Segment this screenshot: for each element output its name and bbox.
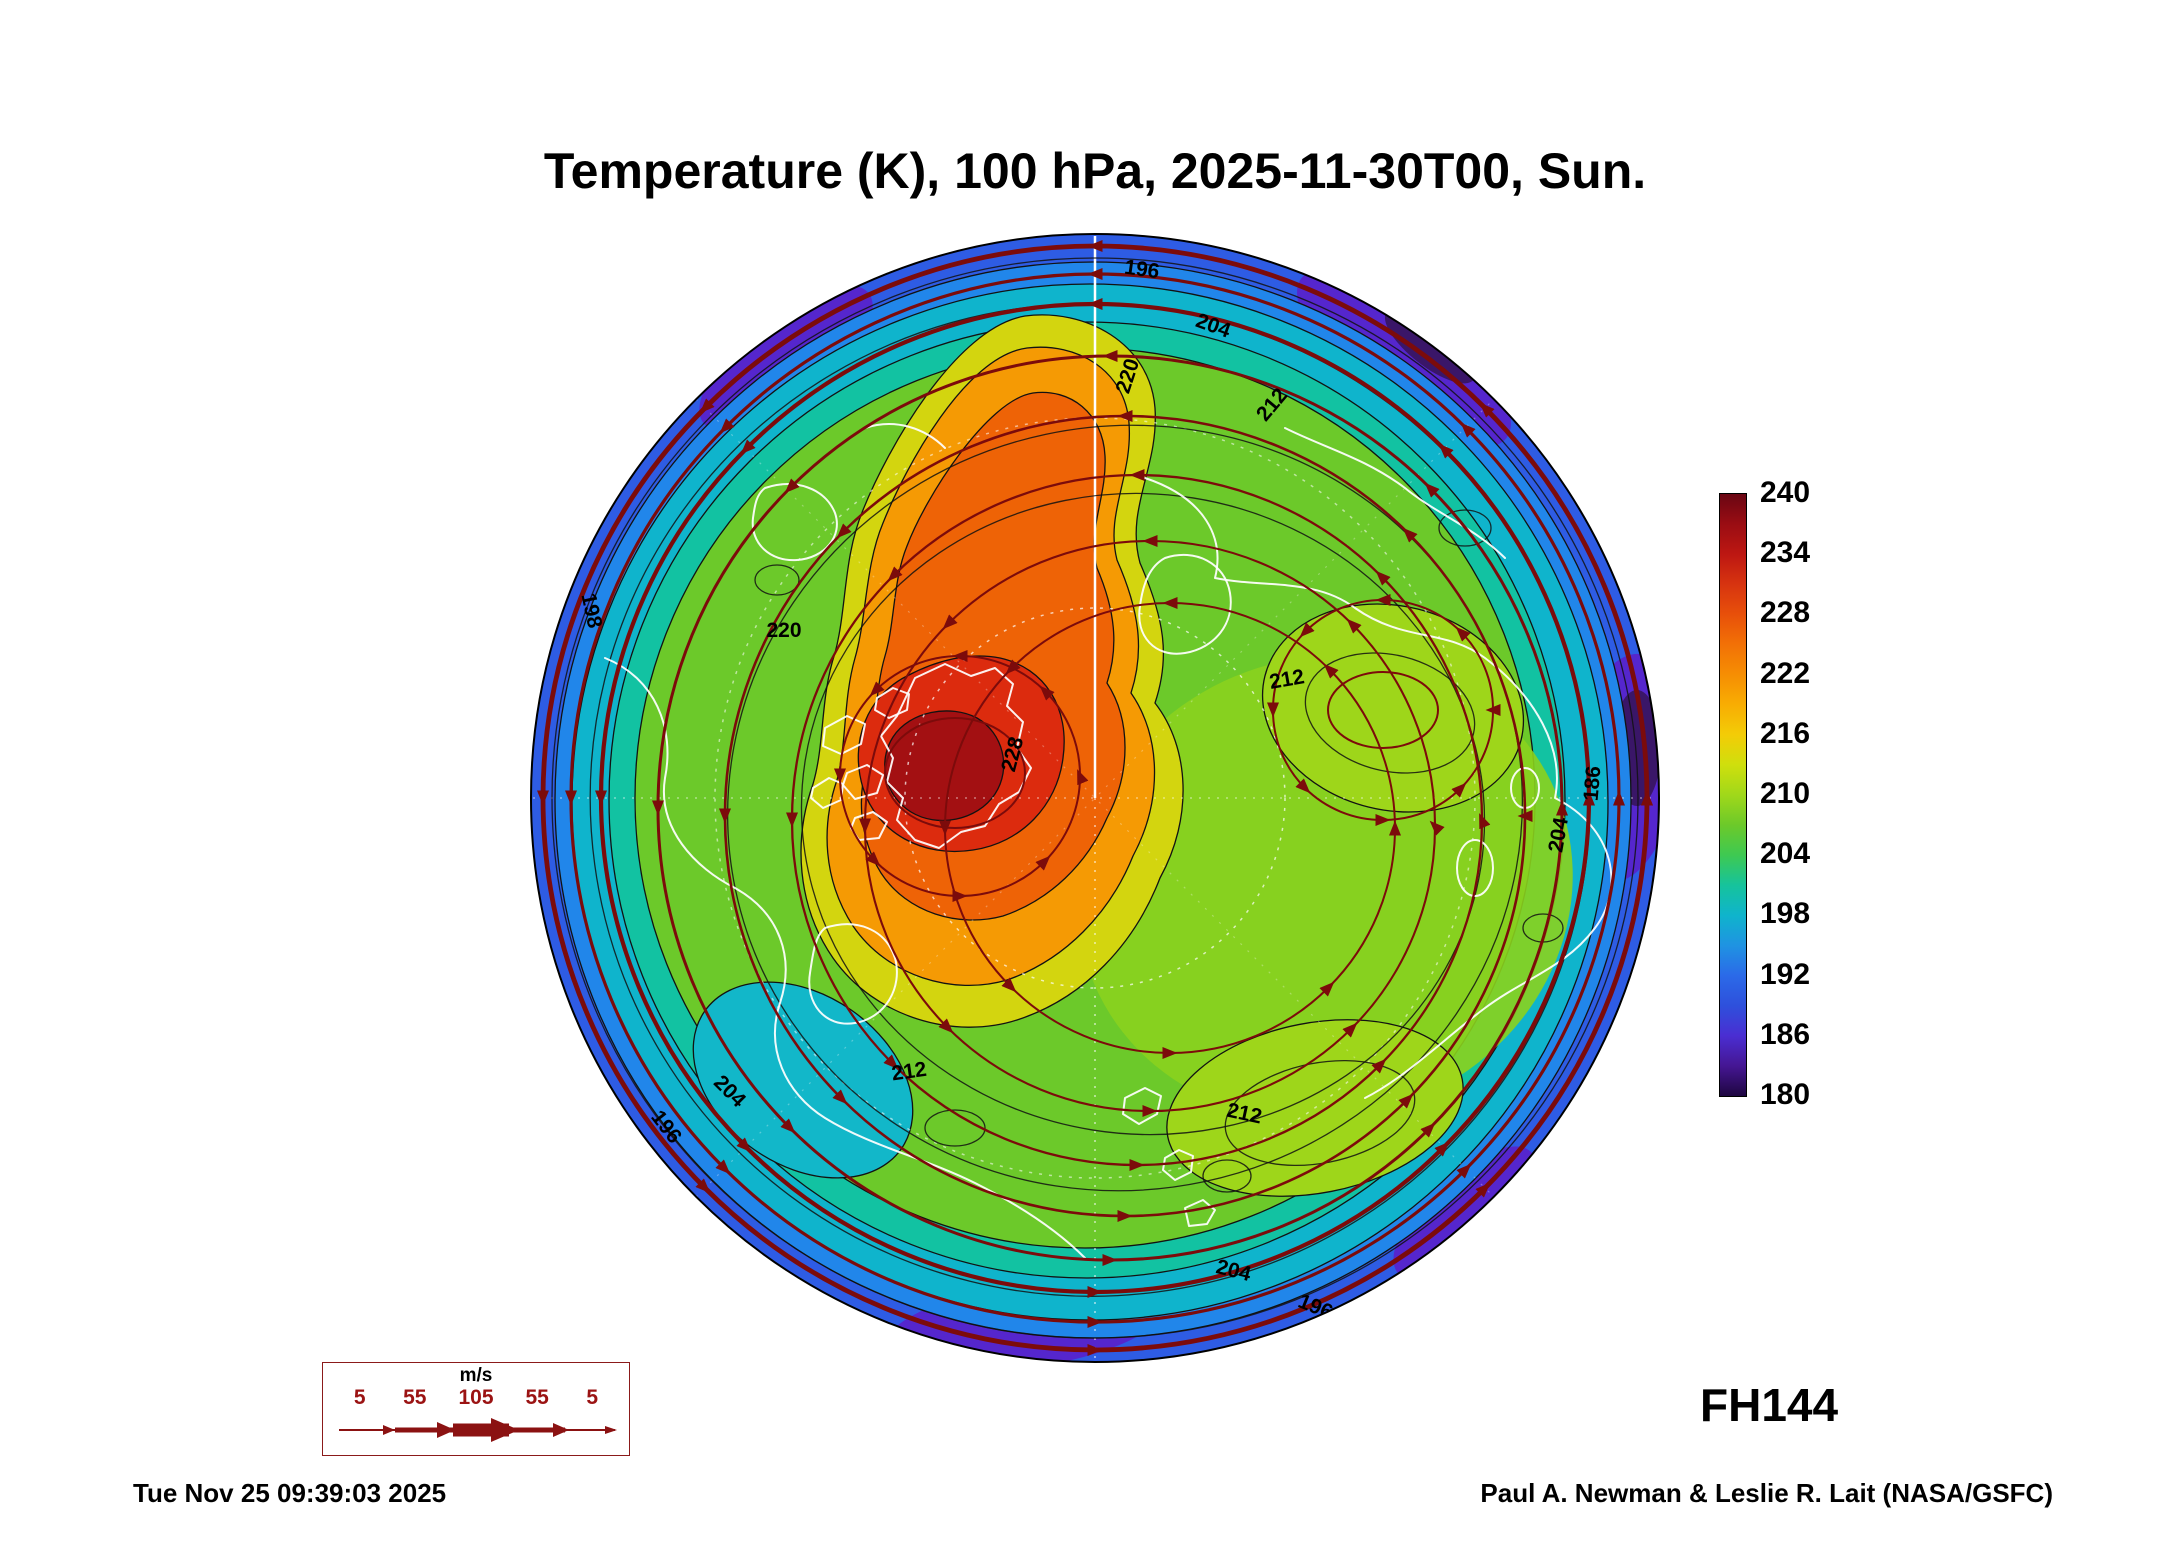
generation-timestamp: Tue Nov 25 09:39:03 2025 [133, 1478, 447, 1508]
wind-streamlines [543, 246, 1647, 1350]
colorbar-tick: 186 [1760, 1017, 1811, 1051]
colorbar-tick: 192 [1760, 957, 1811, 991]
wind-speed-tick: 5 [353, 1386, 366, 1409]
contour-label: 220 [766, 619, 801, 642]
colorbar-tick: 204 [1760, 837, 1811, 871]
colorbar-tick: 210 [1760, 776, 1811, 810]
contour-label: 212 [890, 1058, 928, 1086]
wind-speed-tick: 55 [525, 1386, 549, 1409]
colorbar-tick: 240 [1760, 476, 1811, 509]
warm-core-234 [884, 710, 1005, 822]
forecast-hour-label: FH144 [1700, 1379, 1839, 1431]
page-title: Temperature (K), 100 hPa, 2025-11-30T00,… [543, 143, 1647, 199]
colorbar-tick: 180 [1760, 1077, 1811, 1111]
wind-speed-legend: m/s 5 55 105 55 5 [322, 1362, 630, 1456]
colorbar-gradient [1719, 493, 1747, 1097]
map-boundary-circle [530, 233, 1660, 1363]
contour-label: 196 [1123, 256, 1161, 284]
colorbar-tick: 222 [1760, 656, 1811, 690]
wind-speed-tick: 105 [458, 1386, 494, 1409]
wind-speed-tick: 55 [403, 1386, 427, 1409]
colorbar-tick: 234 [1760, 536, 1811, 570]
colorbar-tick: 198 [1760, 897, 1811, 931]
polar-temperature-map: 196 204 220 212 220 228 212 186 204 198 … [530, 233, 1660, 1363]
wind-speed-ticks: 5 55 105 55 5 [323, 1386, 629, 1410]
credit-text: Paul A. Newman & Leslie R. Lait (NASA/GS… [1480, 1478, 2053, 1508]
wind-scale-arrow [339, 1418, 617, 1442]
colorbar-tick: 216 [1760, 716, 1811, 750]
wind-units-label: m/s [459, 1365, 493, 1386]
temperature-fill-layers [531, 234, 1659, 1362]
wind-speed-tick: 5 [586, 1386, 599, 1409]
colorbar-tick-labels: 240 234 228 222 216 210 204 198 192 186 … [1760, 478, 1810, 1110]
colorbar-tick: 228 [1760, 596, 1811, 630]
contour-label: 186 [1580, 765, 1606, 802]
